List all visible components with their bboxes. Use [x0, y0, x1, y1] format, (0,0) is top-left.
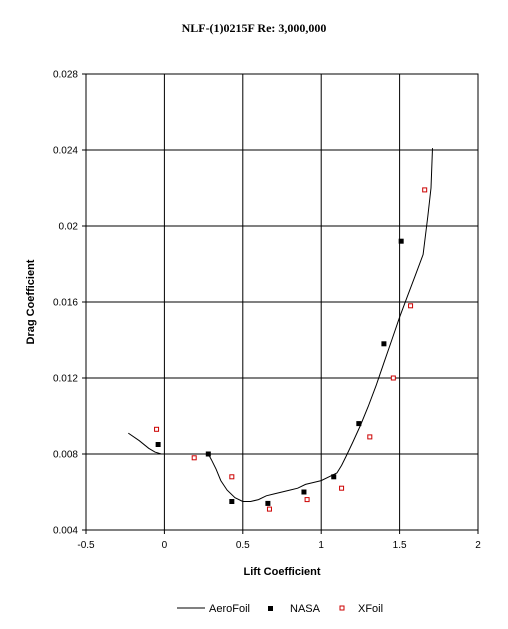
legend-xfoil-swatch — [339, 605, 345, 611]
grid — [85, 73, 479, 531]
nasa-point — [205, 451, 211, 457]
nasa-point — [381, 341, 387, 347]
nasa-point — [229, 499, 235, 504]
xfoil-point — [422, 187, 428, 193]
aerofoil-line — [128, 148, 433, 502]
xfoil-point — [229, 474, 235, 480]
y-tick-label: 0.028 — [53, 70, 78, 81]
legend-aerofoil-label: AeroFoil — [209, 603, 250, 615]
x-axis-ticks: -0.5 0 0.5 1 1.5 2 — [77, 530, 481, 551]
x-tick-label: -0.5 — [77, 540, 95, 551]
y-axis-label: Drag Coefficient — [25, 259, 37, 344]
y-tick-label: 0.016 — [53, 298, 78, 309]
legend: AeroFoil NASA XFoil — [177, 603, 383, 615]
xfoil-point — [408, 303, 414, 309]
nasa-point — [356, 421, 362, 427]
x-tick-label: 1.5 — [393, 540, 407, 551]
x-axis-label: Lift Coefficient — [244, 566, 321, 578]
xfoil-point — [154, 426, 160, 432]
nasa-point — [155, 442, 161, 447]
nasa-point — [398, 238, 404, 244]
nasa-point — [331, 474, 337, 480]
nasa-point — [301, 489, 307, 495]
xfoil-point — [367, 434, 373, 440]
series-layer — [128, 148, 433, 512]
xfoil-point — [191, 455, 197, 461]
x-tick-label: 2 — [475, 540, 481, 551]
y-tick-label: 0.02 — [59, 222, 79, 233]
y-tick-label: 0.008 — [53, 450, 78, 461]
legend-nasa-label: NASA — [290, 603, 321, 615]
nasa-point — [265, 500, 271, 506]
legend-nasa-swatch — [268, 606, 273, 611]
y-tick-label: 0.024 — [53, 146, 78, 157]
y-axis-ticks: 0.004 0.008 0.012 0.016 0.02 0.024 0.028 — [53, 70, 86, 537]
x-tick-label: 1 — [318, 540, 324, 551]
y-tick-label: 0.012 — [53, 374, 78, 385]
xfoil-point — [339, 485, 345, 491]
xfoil-point — [304, 497, 310, 503]
x-tick-label: 0 — [162, 540, 168, 551]
xfoil-point — [266, 506, 272, 512]
xfoil-point — [390, 375, 396, 381]
legend-xfoil-label: XFoil — [358, 603, 383, 615]
x-tick-label: 0.5 — [236, 540, 250, 551]
y-tick-label: 0.004 — [53, 526, 78, 537]
chart-title: NLF-(1)0215F Re: 3,000,000 — [182, 21, 327, 35]
